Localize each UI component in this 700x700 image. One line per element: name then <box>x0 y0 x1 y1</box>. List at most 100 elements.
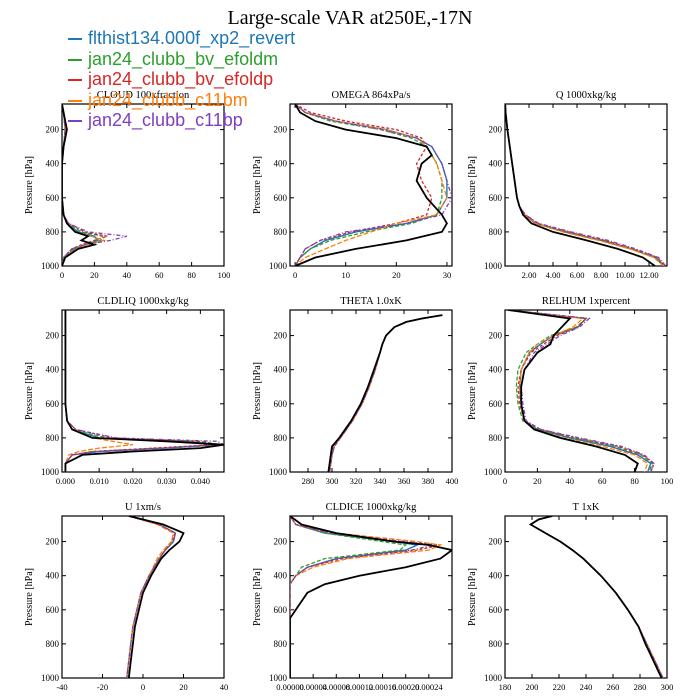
x-tick-label: 0.020 <box>123 476 142 486</box>
series-line <box>290 516 443 678</box>
y-tick-label: 600 <box>46 399 60 409</box>
y-tick-label: 200 <box>489 125 503 135</box>
x-tick-label: 0.010 <box>90 476 109 486</box>
series-line <box>327 314 443 472</box>
y-tick-label: 400 <box>489 365 503 375</box>
legend-label: jan24_clubb_c11bp <box>88 110 243 130</box>
x-tick-label: 20 <box>179 682 188 692</box>
y-tick-label: 200 <box>489 537 503 547</box>
chart-panel: CLDLIQ 1000xkg/kg Pressure [hPa] 200 400 600… <box>24 296 225 486</box>
y-tick-label: 600 <box>489 193 503 203</box>
y-tick-label: 200 <box>274 331 288 341</box>
plot-frame <box>61 309 225 473</box>
series-line <box>64 310 224 472</box>
x-tick-label: 60 <box>155 270 164 280</box>
chart-title: CLOUD 100xfraction <box>97 90 190 101</box>
chart-panel: Q 1000xkg/kg Pressure [hPa] 200 400 600 800 10… <box>467 90 668 280</box>
chart-title: Q 1000xkg/kg <box>556 90 617 101</box>
series-line <box>505 104 664 266</box>
series-line <box>505 104 666 266</box>
x-tick-label: 10.00 <box>615 270 634 280</box>
x-tick-label: 0 <box>293 270 297 280</box>
x-tick-label: 180 <box>499 682 512 692</box>
legend-item: jan24_clubb_bv_efoldp <box>68 69 295 90</box>
legend-item: jan24_clubb_c11bp <box>68 110 295 131</box>
x-tick-label: 360 <box>398 476 411 486</box>
legend-swatch <box>68 79 82 82</box>
plot-frame <box>504 103 668 267</box>
y-tick-label: 1000 <box>41 261 60 271</box>
y-tick-label: 800 <box>46 433 60 443</box>
series-line <box>529 516 664 678</box>
series-line <box>290 516 452 678</box>
x-tick-label: 20 <box>90 270 99 280</box>
series-line <box>127 516 185 678</box>
x-tick-label: 80 <box>630 476 639 486</box>
series-line <box>505 104 656 266</box>
x-tick-label: 2.00 <box>522 270 537 280</box>
series-line <box>126 516 177 678</box>
y-axis-label: Pressure [hPa] <box>467 362 478 420</box>
y-tick-label: 1000 <box>269 467 288 477</box>
series-line <box>62 104 98 266</box>
y-tick-label: 400 <box>46 571 60 581</box>
series-line <box>62 104 127 266</box>
x-tick-label: 0.00024 <box>415 682 443 692</box>
y-tick-label: 600 <box>274 605 288 615</box>
y-tick-label: 1000 <box>484 261 503 271</box>
series-line <box>505 104 667 266</box>
x-tick-label: 220 <box>553 682 566 692</box>
x-tick-label: -20 <box>97 682 108 692</box>
plot-frame <box>504 309 668 473</box>
x-tick-label: 40 <box>566 476 575 486</box>
x-tick-label: 30 <box>443 270 452 280</box>
series-line <box>508 310 655 472</box>
y-tick-label: 600 <box>489 605 503 615</box>
series-line <box>294 104 452 266</box>
x-tick-label: 60 <box>598 476 607 486</box>
chart-title: CLDICE 1000xkg/kg <box>326 502 417 513</box>
series-line <box>126 516 175 678</box>
series-line <box>508 310 649 472</box>
y-tick-label: 400 <box>274 571 288 581</box>
series-line <box>508 310 654 472</box>
legend-item: jan24_clubb_bv_efoldm <box>68 49 295 70</box>
series-line <box>126 516 177 678</box>
y-tick-label: 1000 <box>269 673 288 683</box>
y-axis-label: Pressure [hPa] <box>252 362 263 420</box>
figure-title: Large-scale VAR at250E,-17N <box>228 7 473 29</box>
y-tick-label: 1000 <box>41 467 60 477</box>
x-tick-label: 80 <box>187 270 196 280</box>
series-line <box>529 516 664 678</box>
legend-label: jan24_clubb_bv_efoldp <box>88 69 274 89</box>
chart-panel: THETA 1.0xK Pressure [hPa] 200 400 600 800 100… <box>252 296 458 486</box>
y-tick-label: 200 <box>489 331 503 341</box>
y-tick-label: 200 <box>274 537 288 547</box>
x-tick-label: 100 <box>218 270 231 280</box>
x-tick-label: 0.000 <box>56 476 75 486</box>
legend-item: flthist134.000f_xp2_revert <box>68 28 295 49</box>
plot-frame <box>289 309 453 473</box>
y-tick-label: 200 <box>46 331 60 341</box>
x-tick-label: 40 <box>123 270 132 280</box>
x-tick-label: 0.040 <box>191 476 210 486</box>
y-tick-label: 1000 <box>41 673 60 683</box>
y-tick-label: 400 <box>489 571 503 581</box>
y-tick-label: 400 <box>46 159 60 169</box>
x-tick-label: 20 <box>392 270 401 280</box>
y-tick-label: 800 <box>489 639 503 649</box>
legend-item: jan24_clubb_c11bm <box>68 90 295 111</box>
series-line <box>529 516 664 678</box>
legend-swatch <box>68 38 82 41</box>
y-axis-label: Pressure [hPa] <box>252 156 263 214</box>
y-tick-label: 1000 <box>484 673 503 683</box>
x-tick-label: 280 <box>634 682 647 692</box>
x-tick-label: 6.00 <box>570 270 585 280</box>
x-tick-label: -40 <box>56 682 67 692</box>
series-line <box>126 516 177 678</box>
x-tick-label: 20 <box>533 476 542 486</box>
y-axis-label: Pressure [hPa] <box>24 362 35 420</box>
y-tick-label: 600 <box>46 193 60 203</box>
